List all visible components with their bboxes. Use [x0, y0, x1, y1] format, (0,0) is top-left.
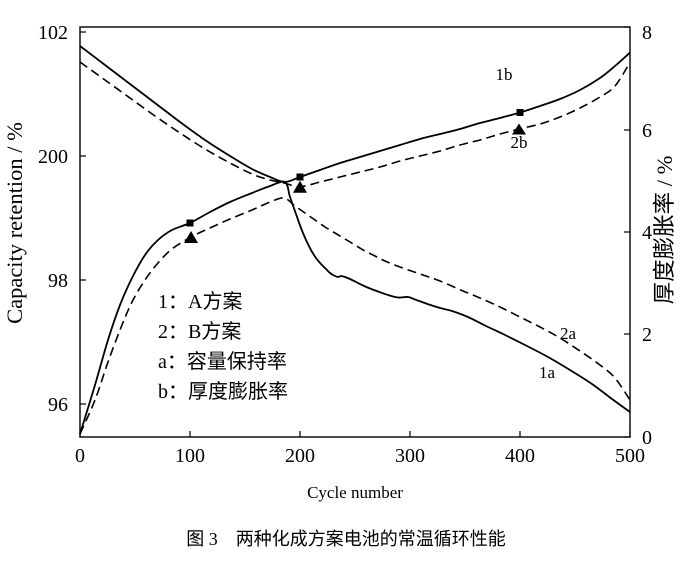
svg-text:Capacity retention / %: Capacity retention / % — [2, 122, 27, 324]
svg-text:4: 4 — [642, 222, 652, 244]
svg-text:Cycle number: Cycle number — [307, 483, 403, 502]
svg-text:1：A方案: 1：A方案 — [158, 290, 242, 313]
svg-text:0: 0 — [75, 445, 85, 467]
svg-text:96: 96 — [48, 394, 68, 416]
svg-text:a：容量保持率: a：容量保持率 — [158, 350, 287, 373]
svg-text:98: 98 — [48, 270, 68, 292]
svg-text:1b: 1b — [496, 65, 513, 84]
svg-text:2a: 2a — [560, 324, 577, 343]
svg-text:300: 300 — [395, 445, 425, 467]
svg-text:2b: 2b — [511, 133, 528, 152]
svg-text:厚度膨胀率 / %: 厚度膨胀率 / % — [652, 156, 677, 305]
svg-text:400: 400 — [505, 445, 535, 467]
svg-text:200: 200 — [285, 445, 315, 467]
svg-text:8: 8 — [642, 22, 652, 44]
svg-text:2：B方案: 2：B方案 — [158, 320, 241, 343]
svg-text:100: 100 — [175, 445, 205, 467]
svg-text:1a: 1a — [539, 363, 556, 382]
svg-text:6: 6 — [642, 120, 652, 142]
svg-text:b：厚度膨胀率: b：厚度膨胀率 — [158, 380, 288, 403]
svg-text:500: 500 — [615, 445, 645, 467]
svg-text:102: 102 — [38, 22, 68, 44]
svg-text:2: 2 — [642, 324, 652, 346]
svg-text:200: 200 — [38, 146, 68, 168]
svg-text:图 3 两种化成方案电池的常温循环性能: 图 3 两种化成方案电池的常温循环性能 — [186, 529, 506, 549]
